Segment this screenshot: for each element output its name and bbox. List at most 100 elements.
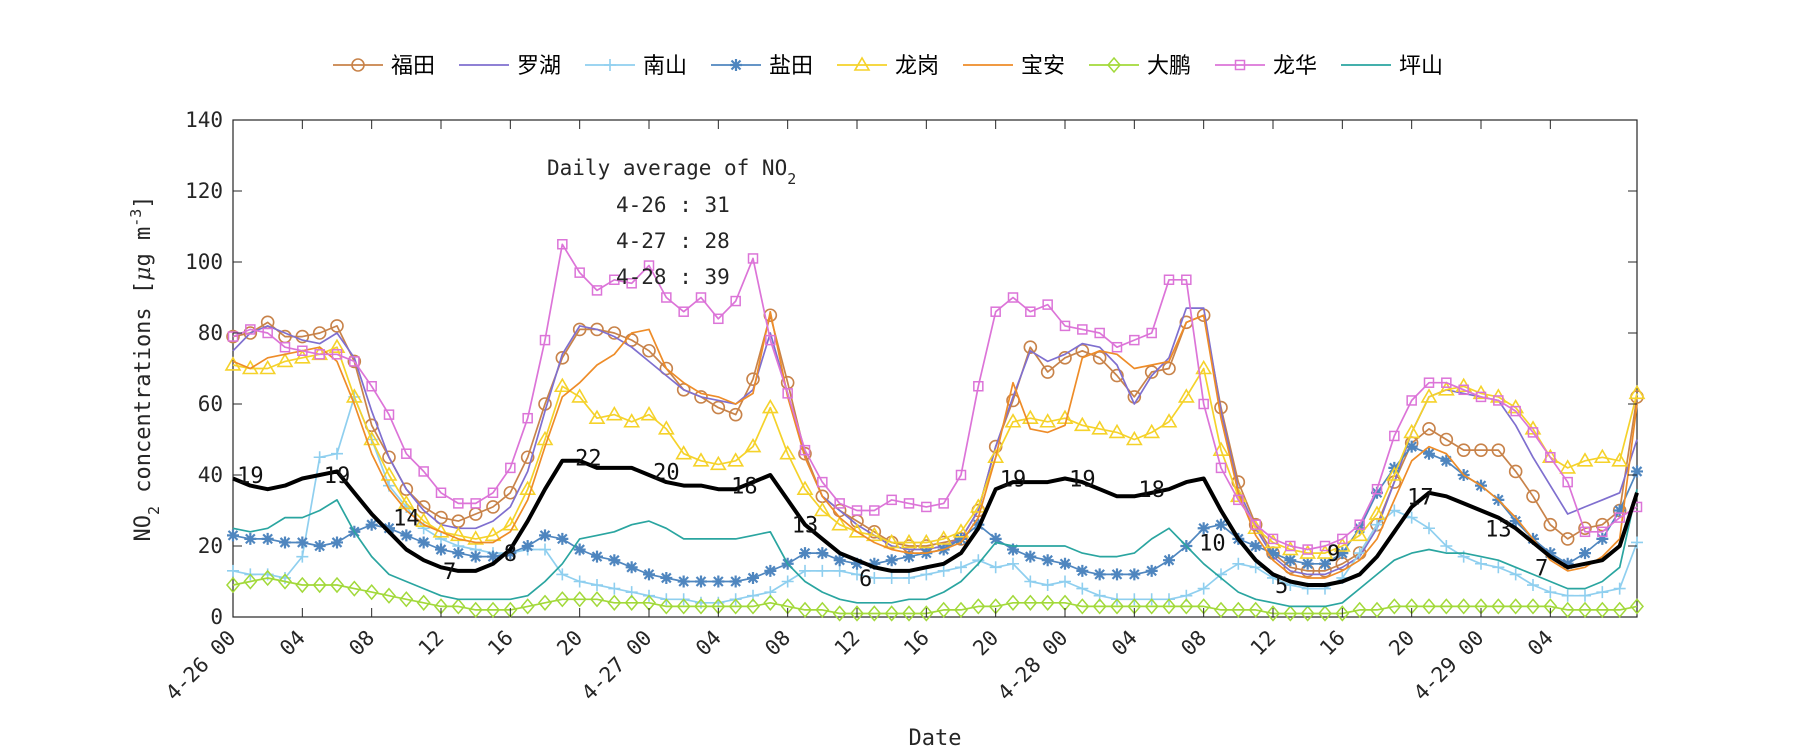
data-point: [1179, 598, 1194, 615]
data-point: [816, 547, 829, 560]
data-point: [259, 359, 277, 375]
data-point: [921, 501, 932, 513]
data-point: [712, 575, 725, 588]
x-tick-label: 12: [1246, 626, 1281, 661]
data-point: [571, 388, 589, 403]
data-point: [399, 591, 414, 608]
data-point: [539, 334, 551, 346]
data-point: [590, 591, 604, 608]
data-point: [415, 512, 433, 527]
x-tick-label: 04: [1523, 626, 1558, 661]
data-point: [1039, 413, 1057, 428]
data-label: 17: [1407, 485, 1434, 510]
legend-label: 龙华: [1273, 54, 1317, 79]
data-point: [643, 568, 655, 581]
data-point: [609, 274, 620, 285]
data-point: [799, 547, 811, 560]
data-point: [1596, 532, 1609, 545]
data-point: [796, 480, 814, 496]
data-point: [1560, 601, 1575, 619]
data-point: [297, 345, 308, 356]
data-point: [224, 356, 242, 371]
data-point: [276, 352, 294, 368]
data-point: [1267, 547, 1279, 560]
data-point: [1439, 432, 1454, 447]
data-point: [1371, 486, 1383, 499]
data-point: [1440, 454, 1453, 467]
data-point: [330, 576, 344, 594]
data-point: [555, 351, 570, 365]
data-point: [366, 381, 377, 392]
data-point: [1420, 388, 1438, 403]
data-point: [643, 260, 655, 271]
data-point: [1231, 601, 1246, 619]
data-point: [1007, 543, 1019, 556]
y-tick-label: 0: [210, 605, 223, 629]
data-point: [764, 564, 777, 577]
data-point: [728, 598, 743, 615]
annotation-line: 4-27 : 28: [616, 229, 730, 253]
plot-area: 19 19 14 7 8 22 20 18 13 6 19 19 18 10 5 9 17 13 7: [224, 119, 1646, 622]
data-point: [278, 573, 292, 590]
data-point: [588, 409, 606, 425]
data-point: [1371, 518, 1383, 531]
data-point: [451, 598, 466, 615]
data-point: [487, 487, 499, 498]
data-point: [1403, 423, 1421, 439]
data-point: [676, 598, 691, 615]
data-point: [1125, 430, 1143, 446]
data-point: [347, 580, 362, 597]
data-point: [397, 494, 415, 510]
data-point: [903, 550, 915, 563]
data-point: [1423, 447, 1435, 460]
data-point: [625, 561, 638, 574]
data-point: [955, 532, 967, 545]
y-tick-label: 60: [198, 392, 223, 416]
data-point: [520, 450, 535, 465]
data-point: [1163, 554, 1175, 567]
data-point: [1456, 598, 1471, 615]
data-point: [1076, 582, 1089, 595]
data-point: [1215, 518, 1227, 531]
data-point: [954, 601, 968, 619]
data-point: [903, 498, 915, 509]
data-point: [227, 564, 239, 577]
data-point: [1527, 579, 1539, 592]
legend-label: 大鹏: [1147, 54, 1191, 79]
data-point: [261, 532, 274, 545]
x-tick-label: 4-27 00: [577, 626, 657, 706]
data-point: [1493, 395, 1504, 406]
data-point: [312, 576, 327, 594]
data-point: [538, 594, 552, 611]
data-point: [1146, 327, 1157, 339]
data-point: [659, 361, 674, 376]
data-point: [312, 326, 327, 340]
data-label: 22: [575, 446, 602, 471]
data-point: [226, 576, 240, 594]
data-point: [572, 591, 587, 608]
data-point: [1630, 598, 1644, 615]
legend-label: 坪山: [1399, 54, 1443, 79]
data-point: [1611, 452, 1629, 467]
data-point: [467, 530, 485, 545]
data-point: [1181, 274, 1192, 285]
data-point: [1559, 459, 1577, 474]
data-point: [1422, 598, 1436, 615]
data-point: [730, 295, 741, 307]
data-label: 13: [792, 514, 819, 539]
legend: 福田 罗湖 南山 盐田 龙岗 宝安 大鹏 龙华 坪山: [333, 54, 1443, 79]
data-point: [1040, 594, 1055, 611]
data-point: [1092, 351, 1107, 365]
data-point: [351, 58, 365, 72]
data-label: 6: [859, 567, 872, 592]
data-point: [553, 377, 571, 393]
data-point: [1111, 568, 1123, 581]
data-point: [675, 445, 693, 460]
data-point: [1385, 466, 1403, 481]
data-point: [1561, 557, 1574, 570]
data-point: [1073, 416, 1091, 432]
data-label: 19: [324, 464, 351, 489]
data-point: [990, 306, 1001, 317]
series-line: [232, 346, 1638, 554]
data-point: [590, 322, 604, 337]
